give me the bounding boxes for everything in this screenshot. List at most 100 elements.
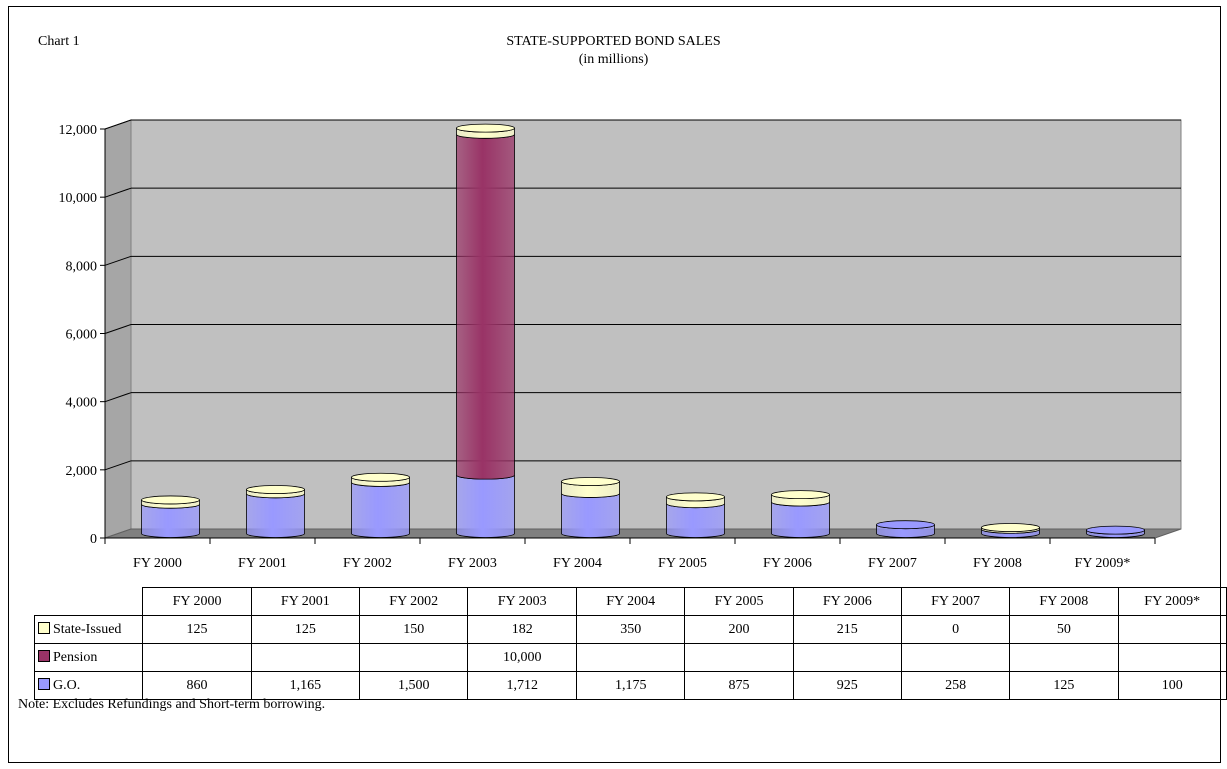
legend-label: Pension [53, 649, 98, 665]
legend-swatch [38, 621, 50, 634]
table-column-header: FY 2000 [142, 587, 252, 616]
table-row: G.O. 860 1,165 1,500 1,712 1,175 875 925 258 125 1… [33, 671, 1227, 700]
table-column-header: FY 2007 [900, 587, 1011, 616]
table-cell: 1,165 [250, 671, 361, 700]
legend-swatch [38, 677, 50, 690]
x-tick-label: FY 2009* [1075, 556, 1131, 571]
table-cell [359, 643, 469, 672]
table-cell [1117, 615, 1227, 644]
bar-segment-g-o- [141, 504, 200, 538]
gridline-diagonal [104, 324, 132, 334]
table-cell [575, 643, 686, 672]
table-cell [1117, 643, 1227, 672]
x-tick-label: FY 2003 [448, 556, 497, 571]
bar-segment-g-o- [666, 503, 725, 538]
y-tick-label: 10,000 [59, 191, 98, 206]
table-cell: 125 [142, 615, 252, 644]
table-cell [142, 643, 252, 672]
bar-segment-pension [456, 134, 515, 480]
bar-top-cap [1086, 525, 1145, 535]
table-cell: 350 [575, 615, 686, 644]
table-cell [792, 643, 902, 672]
table-cell: 860 [142, 671, 252, 700]
x-tick-label: FY 2006 [763, 556, 812, 571]
y-tick-label: 2,000 [66, 464, 98, 479]
bar-segment-g-o- [456, 474, 515, 538]
table-cell: 100 [1117, 671, 1227, 700]
x-tick-label: FY 2008 [973, 556, 1022, 571]
table-cell [900, 643, 1011, 672]
table-corner [34, 587, 144, 616]
table-cell: 200 [684, 615, 794, 644]
table-cell: 1,712 [467, 671, 577, 700]
chart-plot: 0 2,000 4,000 6,000 8,000 10,000 12,000 FY 2000… [59, 119, 1182, 571]
table-column-header: FY 2006 [792, 587, 902, 616]
table-cell: 150 [359, 615, 469, 644]
table-cell: 1,175 [575, 671, 686, 700]
bar-top-cap [246, 485, 305, 494]
bar-segment-g-o- [351, 482, 410, 538]
bar-segment-g-o- [246, 493, 305, 538]
table-cell [250, 643, 361, 672]
bar-top-cap [876, 520, 935, 530]
bar-segment-g-o- [771, 501, 830, 538]
legend-entry: Pension [33, 643, 144, 672]
gridline-diagonal [104, 460, 132, 471]
bar-top-cap [771, 490, 830, 500]
table-row: State-Issued 125 125 150 182 350 200 215 0 50 [33, 615, 1227, 644]
table-cell: 258 [900, 671, 1011, 700]
table-cell: 875 [684, 671, 794, 700]
table-cell [1009, 643, 1119, 672]
table-cell: 10,000 [467, 643, 577, 672]
footnote: Note: Excludes Refundings and Short-term… [18, 697, 326, 712]
legend-label: State-Issued [53, 621, 122, 637]
gridline-diagonal [104, 119, 132, 130]
x-tick-label: FY 2002 [343, 556, 392, 571]
table-cell: 125 [1009, 671, 1119, 700]
table-cell: 182 [467, 615, 577, 644]
bar-top-cap [666, 492, 725, 502]
table-column-header: FY 2008 [1009, 587, 1119, 616]
bar-segment-g-o- [561, 493, 620, 538]
bar-top-cap [456, 123, 515, 133]
table-cell: 50 [1009, 615, 1119, 644]
gridline-diagonal [104, 187, 132, 198]
x-tick-label: FY 2000 [133, 556, 182, 571]
table-cell: 215 [792, 615, 902, 644]
x-tick-label: FY 2007 [868, 556, 917, 571]
x-tick-label: FY 2001 [238, 556, 287, 571]
legend-entry: State-Issued [33, 615, 144, 644]
table-cell: 1,500 [359, 671, 469, 700]
chart-subtitle: (in millions) [578, 52, 649, 67]
x-tick-label: FY 2005 [658, 556, 707, 571]
table-column-header: FY 2009* [1117, 587, 1227, 616]
table-column-header: FY 2005 [684, 587, 794, 616]
y-tick-label: 4,000 [66, 396, 98, 411]
table-cell: 0 [900, 615, 1011, 644]
bar-top-cap [351, 472, 410, 482]
table-column-header: FY 2001 [250, 587, 361, 616]
legend-label: G.O. [53, 677, 81, 693]
y-tick-label: 0 [90, 532, 97, 547]
table-column-header: FY 2002 [359, 587, 469, 616]
table-column-header: FY 2003 [467, 587, 577, 616]
y-tick-label: 12,000 [59, 123, 98, 138]
x-tick-label: FY 2004 [553, 556, 602, 571]
table-header-row: FY 2000 FY 2001 FY 2002 FY 2003 FY 2004 FY 20… [34, 587, 1227, 616]
y-tick-label: 6,000 [66, 328, 98, 343]
table-cell [684, 643, 794, 672]
data-table: FY 2000 FY 2001 FY 2002 FY 2003 FY 2004 FY 20… [33, 587, 1227, 700]
gridline-diagonal [104, 255, 132, 266]
bar-top-cap [981, 523, 1040, 532]
legend-swatch [38, 649, 50, 662]
legend-entry: G.O. [33, 671, 144, 700]
table-row: Pension 10,000 [33, 643, 1227, 672]
table-cell: 925 [792, 671, 902, 700]
bar-top-cap [561, 477, 620, 486]
table-cell: 125 [250, 615, 361, 644]
y-tick-label: 8,000 [66, 259, 98, 274]
chart-number-label: Chart 1 [38, 34, 80, 49]
gridline-diagonal [104, 392, 132, 403]
chart-title: STATE-SUPPORTED BOND SALES [506, 34, 721, 49]
table-column-header: FY 2004 [575, 587, 686, 616]
